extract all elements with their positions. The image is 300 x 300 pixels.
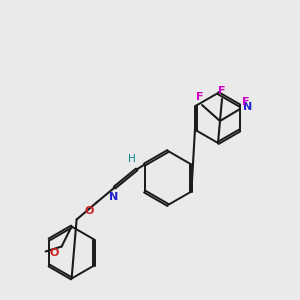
Text: N: N xyxy=(243,101,252,112)
Text: H: H xyxy=(128,154,136,164)
Text: F: F xyxy=(196,92,204,102)
Text: F: F xyxy=(218,86,226,96)
Text: O: O xyxy=(84,206,94,217)
Text: F: F xyxy=(242,97,250,107)
Text: N: N xyxy=(109,193,118,202)
Text: O: O xyxy=(49,248,58,259)
